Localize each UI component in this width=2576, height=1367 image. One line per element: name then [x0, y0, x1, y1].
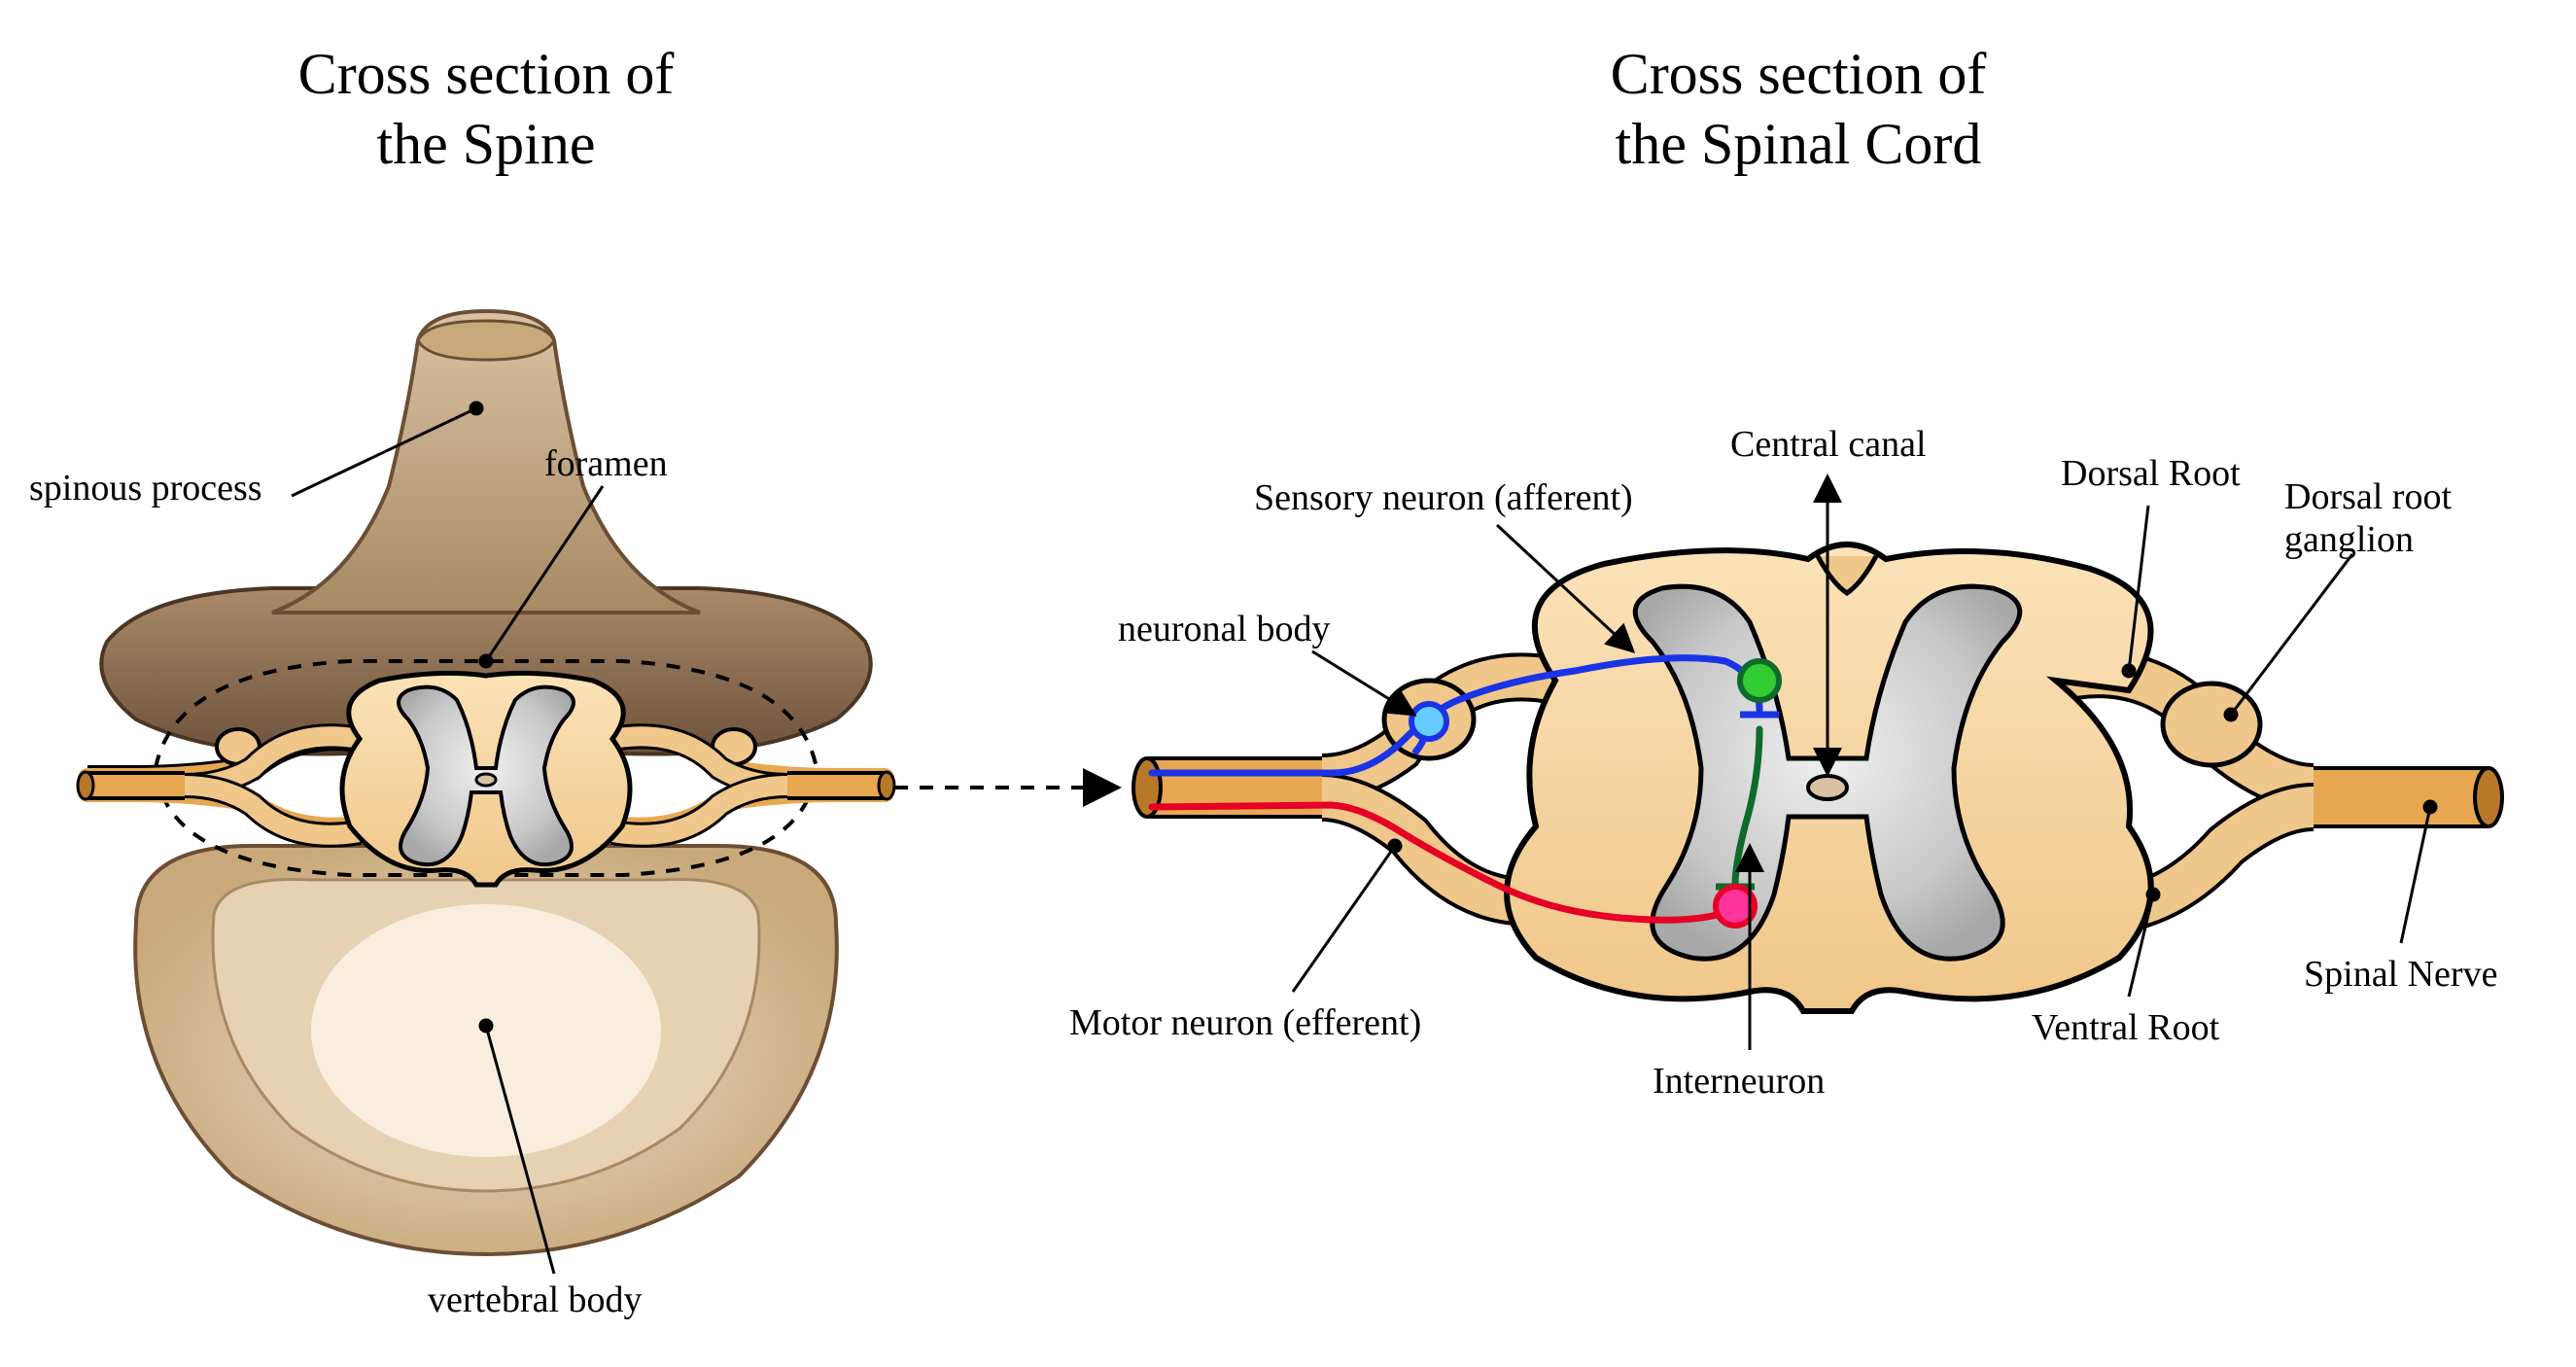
label-spinous-process: spinous process [29, 467, 262, 509]
label-dorsal-ganglion: Dorsal root ganglion [2284, 476, 2537, 561]
spinal-cord-cross-section [1133, 476, 2502, 1050]
title-right-line2: the Spinal Cord [1616, 112, 1982, 176]
label-ventral-root: Ventral Root [2032, 1006, 2219, 1049]
spinal-nerve-right [2314, 768, 2502, 826]
label-foramen: foramen [544, 442, 668, 485]
label-dorsal-ganglion-l1: Dorsal root [2284, 476, 2452, 517]
label-vertebral-body: vertebral body [428, 1279, 643, 1321]
label-motor-neuron: Motor neuron (efferent) [1069, 1001, 1421, 1044]
central-canal [1808, 776, 1847, 799]
label-dorsal-root: Dorsal Root [2061, 452, 2241, 495]
label-neuronal-body: neuronal body [1118, 608, 1330, 650]
title-left-line2: the Spine [377, 112, 596, 176]
label-interneuron: Interneuron [1653, 1060, 1825, 1103]
diagram-canvas: Cross section of the Spine Cross section… [0, 0, 2576, 1367]
label-dorsal-ganglion-l2: ganglion [2284, 519, 2414, 560]
title-right-line1: Cross section of [1611, 42, 1987, 106]
vertebral-body [135, 846, 837, 1254]
label-sensory-neuron: Sensory neuron (afferent) [1254, 476, 1633, 519]
spine-cross-section [78, 311, 894, 1274]
diagram-svg [0, 0, 2576, 1367]
title-left-line1: Cross section of [298, 42, 675, 106]
label-spinal-nerve: Spinal Nerve [2304, 953, 2497, 996]
title-right: Cross section of the Spinal Cord [1458, 39, 2139, 179]
label-central-canal: Central canal [1730, 423, 1927, 466]
title-left: Cross section of the Spine [194, 39, 778, 179]
